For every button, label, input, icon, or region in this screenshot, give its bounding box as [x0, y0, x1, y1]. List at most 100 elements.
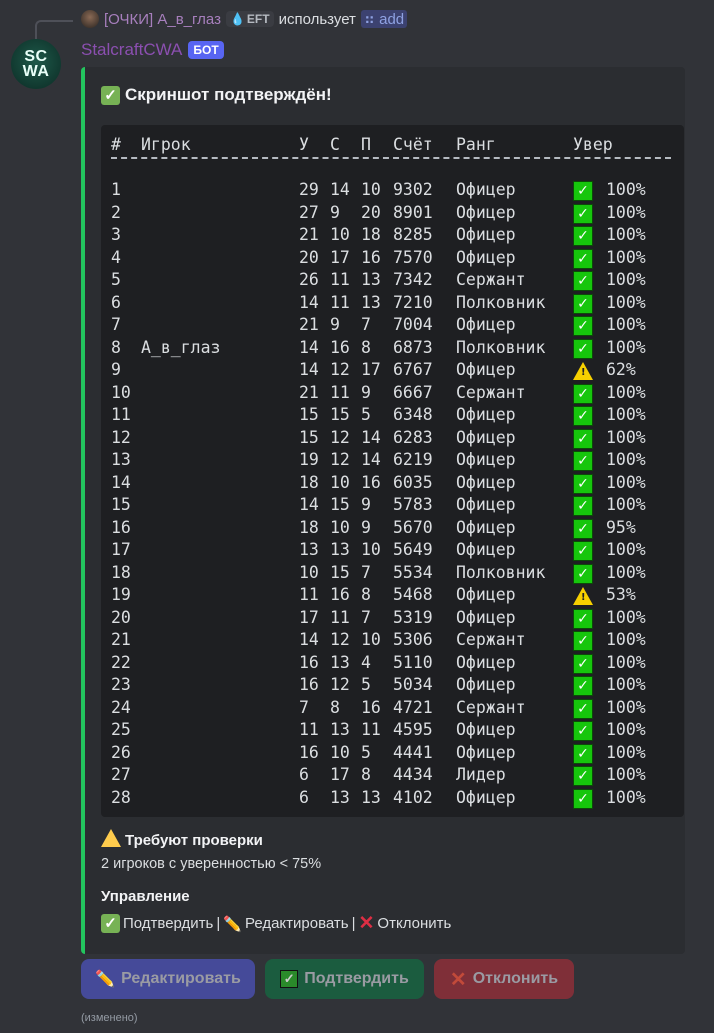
- edit-button[interactable]: ✏️ Редактировать: [81, 959, 255, 999]
- table-row: 9 14 12 17 6767 Офицер! 62%: [101, 360, 684, 382]
- kills: 16: [299, 652, 319, 672]
- deaths: 13: [361, 292, 381, 312]
- rank-number: 11: [111, 405, 131, 424]
- bot-name[interactable]: StalcraftCWA: [81, 40, 183, 59]
- review-text: 2 игроков с уверенностью < 75%: [101, 856, 322, 872]
- score: 7570: [393, 247, 433, 267]
- score: 8285: [393, 225, 433, 244]
- score: 4102: [393, 787, 433, 807]
- command-reply[interactable]: [ОЧКИ] А_в_глаз 💧 EFT использует ⠶ add: [81, 10, 408, 28]
- player-rank: Офицер: [456, 360, 516, 379]
- confidence-value: 100%: [606, 405, 646, 424]
- score: 4721: [393, 697, 433, 717]
- table-row: 7 21 9 7 7004 Офицер ✓ 100%: [101, 315, 684, 337]
- assists: 16: [330, 337, 350, 357]
- confidence-value: 100%: [606, 787, 646, 807]
- deaths: 7: [361, 562, 371, 582]
- assists: 12: [330, 427, 350, 447]
- assists: 12: [330, 360, 350, 379]
- kills: 6: [299, 787, 309, 807]
- score: 5110: [393, 652, 433, 672]
- rank-number: 7: [111, 315, 121, 334]
- assists: 13: [330, 652, 350, 672]
- player-rank: Офицер: [456, 405, 516, 424]
- deaths: 5: [361, 675, 371, 694]
- player-rank: Офицер: [456, 247, 516, 267]
- table-row: 21 14 12 10 5306 Сержант ✓ 100%: [101, 630, 684, 652]
- bot-avatar[interactable]: SC WA: [11, 39, 61, 89]
- rank-number: 2: [111, 202, 121, 222]
- kills: 7: [299, 697, 309, 717]
- table-row: 27 6 17 8 4434 Лидер ✓ 100%: [101, 765, 684, 787]
- deaths: 17: [361, 360, 381, 379]
- table-row: 13 19 12 14 6219 Офицер ✓ 100%: [101, 450, 684, 472]
- score: 6035: [393, 472, 433, 492]
- check-icon: ✓: [573, 698, 593, 719]
- player-rank: Офицер: [456, 315, 516, 334]
- kills: 16: [299, 675, 319, 694]
- assists: 17: [330, 247, 350, 267]
- clan-tag: 💧 EFT: [225, 11, 274, 27]
- score: 5649: [393, 540, 433, 559]
- confirm-button[interactable]: ✓ Подтвердить: [265, 959, 424, 999]
- assists: 12: [330, 450, 350, 469]
- rank-number: 12: [111, 427, 131, 447]
- player-rank: Офицер: [456, 225, 516, 244]
- check-icon: ✓: [573, 203, 593, 224]
- column-header: У: [299, 135, 309, 154]
- confidence-value: 100%: [606, 450, 646, 469]
- table-header: # Игрок У С П Счёт Ранг Увер: [101, 135, 684, 157]
- assists: 9: [330, 315, 340, 334]
- check-box-icon: ✓: [280, 970, 299, 988]
- rank-number: 19: [111, 585, 131, 604]
- assists: 14: [330, 180, 350, 199]
- kills: 18: [299, 517, 319, 537]
- kills: 21: [299, 315, 319, 334]
- assists: 12: [330, 630, 350, 649]
- assists: 10: [330, 742, 350, 762]
- confidence-value: 53%: [606, 585, 636, 604]
- check-icon: ✓: [573, 608, 593, 629]
- check-icon: ✓: [573, 788, 593, 809]
- assists: 10: [330, 472, 350, 492]
- player-rank: Офицер: [456, 495, 516, 514]
- player-rank: Офицер: [456, 607, 516, 627]
- kills: 15: [299, 405, 319, 424]
- table-row: 28 6 13 13 4102 Офицер ✓ 100%: [101, 788, 684, 810]
- player-rank: Офицер: [456, 720, 516, 739]
- confidence-value: 100%: [606, 540, 646, 559]
- table-row: 6 14 11 13 7210 Полковник ✓ 100%: [101, 293, 684, 315]
- command-mention[interactable]: ⠶ add: [360, 10, 408, 28]
- reject-button[interactable]: ✕ Отклонить: [434, 959, 574, 999]
- confidence-value: 100%: [606, 675, 646, 694]
- assists: 12: [330, 675, 350, 694]
- deaths: 8: [361, 337, 371, 357]
- user-avatar[interactable]: [81, 10, 99, 28]
- kills: 11: [299, 720, 319, 739]
- check-icon: ✓: [573, 473, 593, 494]
- rank-number: 22: [111, 652, 131, 672]
- check-icon: ✓: [573, 338, 593, 359]
- player-rank: Сержант: [456, 697, 526, 717]
- deaths: 9: [361, 495, 371, 514]
- score: 6283: [393, 427, 433, 447]
- confidence-value: 100%: [606, 382, 646, 402]
- reply-username[interactable]: [ОЧКИ] А_в_глаз: [104, 10, 221, 28]
- table-row: 17 13 13 10 5649 Офицер ✓ 100%: [101, 540, 684, 562]
- deaths: 8: [361, 585, 371, 604]
- table-row: 4 20 17 16 7570 Офицер ✓ 100%: [101, 248, 684, 270]
- score: 7004: [393, 315, 433, 334]
- table-row: 5 26 11 13 7342 Сержант ✓ 100%: [101, 270, 684, 292]
- kills: 10: [299, 562, 319, 582]
- kills: 29: [299, 180, 319, 199]
- kills: 14: [299, 630, 319, 649]
- confidence-value: 100%: [606, 720, 646, 739]
- table-row: 18 10 15 7 5534 Полковник ✓ 100%: [101, 563, 684, 585]
- kills: 18: [299, 472, 319, 492]
- score: 7342: [393, 270, 433, 289]
- kills: 21: [299, 225, 319, 244]
- score: 6219: [393, 450, 433, 469]
- kills: 21: [299, 382, 319, 402]
- check-icon: ✓: [573, 496, 593, 516]
- check-icon: ✓: [573, 766, 593, 786]
